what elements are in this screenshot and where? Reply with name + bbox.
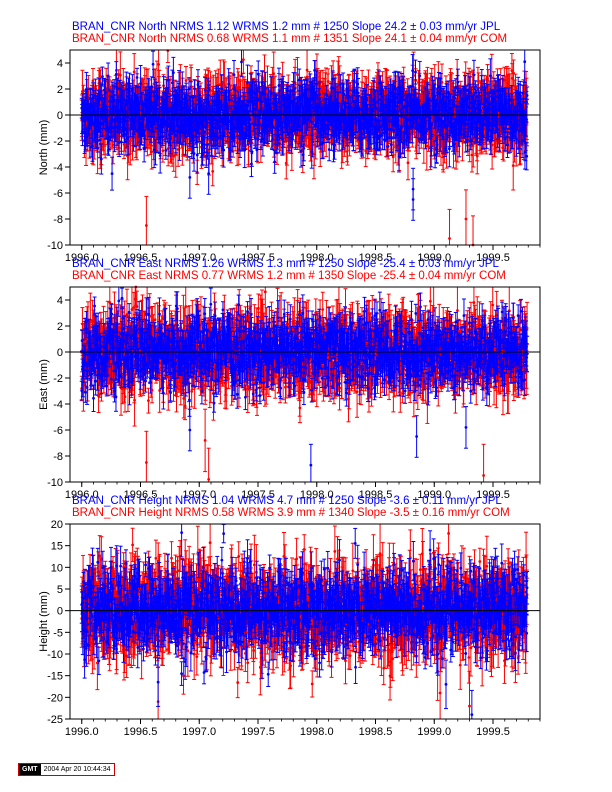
data-point <box>476 155 479 158</box>
data-point <box>242 58 245 61</box>
chart-title-1-2: BRAN_CNR North NRMS 0.68 WRMS 1.1 mm # 1… <box>72 33 507 45</box>
data-point <box>129 140 132 143</box>
data-point <box>296 73 299 76</box>
data-point <box>133 71 136 74</box>
data-point <box>161 149 164 152</box>
data-point <box>119 74 122 77</box>
data-point <box>306 69 309 72</box>
data-point <box>327 80 330 83</box>
data-point <box>157 63 160 66</box>
chart-title-1-1: BRAN_CNR North NRMS 1.12 WRMS 1.2 mm # 1… <box>72 21 501 33</box>
data-point <box>211 170 214 173</box>
data-point <box>407 161 410 164</box>
data-point <box>272 72 275 75</box>
data-point <box>92 79 95 82</box>
chart-panel-1: BRAN_CNR North NRMS 1.12 WRMS 1.2 mm # 1… <box>38 21 540 264</box>
